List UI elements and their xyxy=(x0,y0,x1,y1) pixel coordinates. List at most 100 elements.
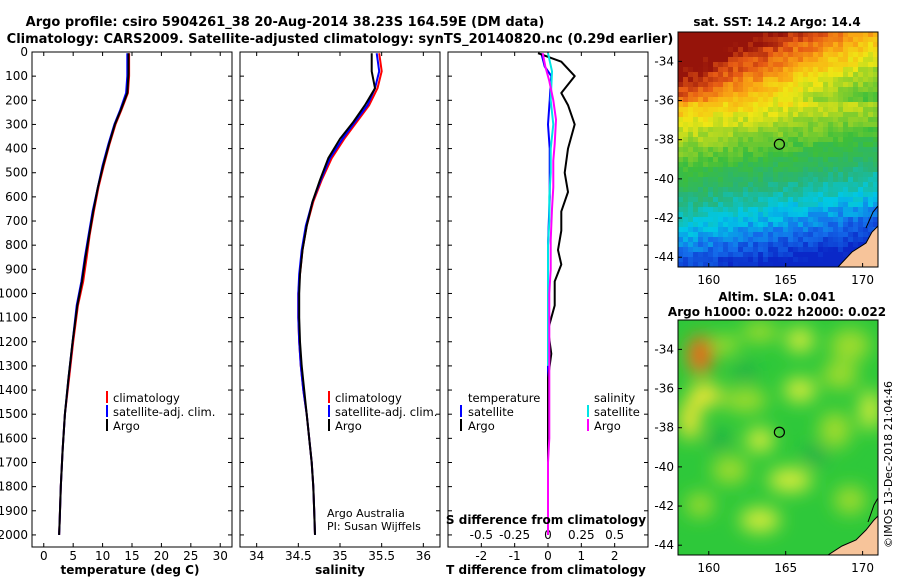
sst-cell xyxy=(808,262,813,267)
legend-label-t-satellite: satellite xyxy=(468,405,514,419)
sst-cell xyxy=(803,232,808,237)
sst-cell xyxy=(708,122,713,127)
sst-cell xyxy=(718,112,723,117)
sst-cell xyxy=(788,62,793,67)
sst-cell xyxy=(738,177,743,182)
sst-cell xyxy=(718,247,723,252)
sst-cell xyxy=(728,212,733,217)
sst-cell xyxy=(738,67,743,72)
sst-cell xyxy=(713,232,718,237)
sst-cell xyxy=(838,202,843,207)
sst-cell xyxy=(738,87,743,92)
sst-cell xyxy=(708,187,713,192)
sst-cell xyxy=(763,97,768,102)
sst-cell xyxy=(808,137,813,142)
sst-cell xyxy=(723,162,728,167)
sst-cell xyxy=(823,147,828,152)
sst-cell xyxy=(678,242,683,247)
sst-cell xyxy=(758,227,763,232)
sst-cell xyxy=(693,232,698,237)
sst-cell xyxy=(708,167,713,172)
sst-cell xyxy=(808,57,813,62)
sst-cell xyxy=(838,152,843,157)
legend-label-satellite-adj: satellite-adj. clim. xyxy=(113,405,215,419)
sst-cell xyxy=(873,117,878,122)
sst-cell xyxy=(828,162,833,167)
sst-cell xyxy=(793,42,798,47)
sst-cell xyxy=(688,172,693,177)
sst-cell xyxy=(763,182,768,187)
sst-cell xyxy=(848,237,853,242)
credit-argo-australia: Argo Australia xyxy=(327,507,405,520)
sst-cell xyxy=(858,162,863,167)
sst-cell xyxy=(763,32,768,37)
sst-cell xyxy=(683,192,688,197)
sst-cell xyxy=(678,92,683,97)
sst-cell xyxy=(703,132,708,137)
sst-cell xyxy=(823,222,828,227)
sst-cell xyxy=(743,97,748,102)
sst-cell xyxy=(748,47,753,52)
sst-cell xyxy=(843,92,848,97)
sst-cell xyxy=(738,162,743,167)
sst-cell xyxy=(728,132,733,137)
sst-cell xyxy=(828,232,833,237)
sst-cell xyxy=(763,107,768,112)
sst-cell xyxy=(678,117,683,122)
sst-cell xyxy=(828,122,833,127)
sst-cell xyxy=(828,97,833,102)
sst-cell xyxy=(693,172,698,177)
sst-cell xyxy=(743,92,748,97)
sst-cell xyxy=(748,247,753,252)
sst-cell xyxy=(768,97,773,102)
map-lon-tick-label: 165 xyxy=(774,273,797,287)
sst-cell xyxy=(788,177,793,182)
sst-cell xyxy=(738,37,743,42)
sst-cell xyxy=(708,172,713,177)
sst-cell xyxy=(803,47,808,52)
sst-cell xyxy=(798,167,803,172)
sst-cell xyxy=(748,202,753,207)
sst-cell xyxy=(708,177,713,182)
sst-cell xyxy=(858,112,863,117)
sst-cell xyxy=(848,132,853,137)
sst-cell xyxy=(858,197,863,202)
sst-cell xyxy=(723,232,728,237)
sst-cell xyxy=(688,252,693,257)
sst-cell xyxy=(698,117,703,122)
sst-cell xyxy=(778,262,783,267)
sst-cell xyxy=(828,67,833,72)
sst-cell xyxy=(763,72,768,77)
sst-cell xyxy=(678,52,683,57)
sst-cell xyxy=(758,47,763,52)
map-lat-tick-label: -38 xyxy=(654,133,674,147)
sst-cell xyxy=(743,232,748,237)
sst-cell xyxy=(698,192,703,197)
sst-cell xyxy=(863,147,868,152)
sst-cell xyxy=(783,47,788,52)
sst-cell xyxy=(763,192,768,197)
sst-cell xyxy=(808,117,813,122)
sst-cell xyxy=(868,72,873,77)
sst-cell xyxy=(758,197,763,202)
sla-blob xyxy=(680,400,700,440)
sst-cell xyxy=(723,152,728,157)
sst-cell xyxy=(718,222,723,227)
sst-cell xyxy=(788,102,793,107)
sst-cell xyxy=(748,257,753,262)
sst-cell xyxy=(853,172,858,177)
sst-cell xyxy=(783,87,788,92)
sst-cell xyxy=(773,247,778,252)
sst-cell xyxy=(873,222,878,227)
sst-cell xyxy=(783,237,788,242)
sst-cell xyxy=(853,137,858,142)
depth-axis: 0100200300400500600700800900100011001200… xyxy=(0,45,648,542)
sst-cell xyxy=(848,112,853,117)
sst-cell xyxy=(718,77,723,82)
sst-map-frame xyxy=(677,31,879,268)
sst-cell xyxy=(713,127,718,132)
sst-cell xyxy=(698,217,703,222)
sst-cell xyxy=(813,47,818,52)
sst-cell xyxy=(768,197,773,202)
sst-cell xyxy=(863,157,868,162)
